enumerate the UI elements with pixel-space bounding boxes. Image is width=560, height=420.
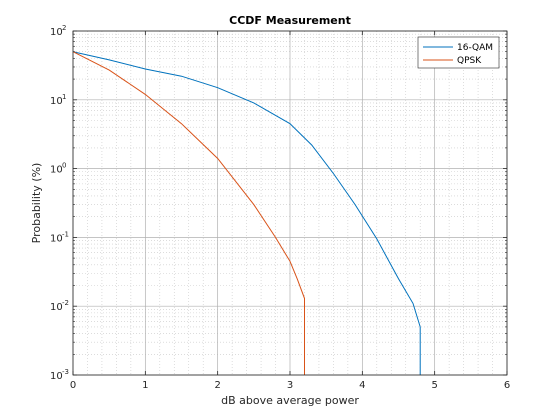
legend: 16-QAM QPSK [417, 36, 500, 69]
y-tick-exponent: -3 [62, 368, 69, 376]
series-line-qpsk [72, 51, 305, 375]
y-tick-label: 10 [50, 27, 63, 38]
y-tick-exponent: -1 [62, 230, 69, 238]
y-tick-label: 10 [50, 165, 63, 176]
y-tick-exponent: 0 [62, 162, 66, 170]
y-axis-label: Probability (%) [30, 163, 43, 244]
x-tick-label: 2 [214, 380, 220, 391]
legend-label-qpsk: QPSK [457, 56, 482, 66]
x-tick-label: 5 [431, 380, 437, 391]
y-tick-exponent: 1 [62, 93, 66, 101]
legend-box [417, 36, 500, 69]
x-tick-label: 6 [504, 380, 510, 391]
y-tick-exponent: 2 [62, 24, 66, 32]
series-lines [72, 51, 421, 375]
y-tick-label: 10 [50, 371, 63, 382]
chart-title: CCDF Measurement [229, 14, 351, 27]
legend-label-16-qam: 16-QAM [457, 43, 493, 53]
y-tick-label: 10 [50, 302, 63, 313]
x-axis-label: dB above average power [221, 394, 359, 407]
grid [72, 30, 508, 376]
x-tick-label: 3 [287, 380, 293, 391]
x-tick-label: 4 [359, 380, 365, 391]
series-line-16-qam [72, 51, 421, 375]
x-tick-label: 0 [70, 380, 76, 391]
y-tick-label: 10 [50, 96, 63, 107]
y-tick-exponent: -2 [62, 299, 69, 307]
y-tick-label: 10 [50, 233, 63, 244]
x-tick-label: 1 [142, 380, 148, 391]
